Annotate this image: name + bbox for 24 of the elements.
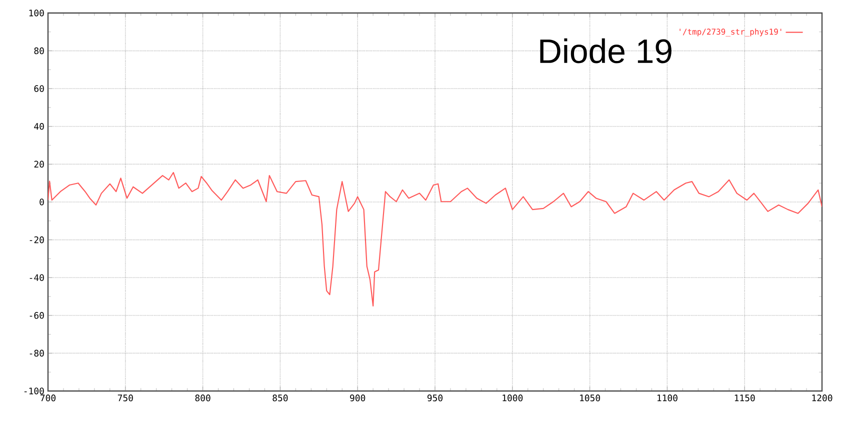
y-tick-label: 60	[34, 85, 44, 92]
x-tick-label: 1150	[734, 394, 755, 402]
annotation: Diode 19	[540, 38, 672, 64]
x-tick-label: 1200	[812, 394, 832, 402]
y-tick-label: 0	[40, 198, 44, 206]
y-tick-label: 100	[29, 10, 44, 16]
y-tick-label: -60	[30, 312, 44, 319]
y-tick-label: -80	[30, 350, 44, 357]
x-tick-label: 750	[118, 394, 133, 402]
x-tick-label: 850	[272, 394, 288, 402]
line-series	[48, 172, 822, 306]
x-tick-label: 1000	[502, 394, 523, 402]
y-tick-label: -100	[24, 388, 44, 394]
x-tick-label: 800	[195, 394, 210, 402]
y-tick-label: 40	[34, 123, 44, 130]
x-tick-label: 700	[40, 394, 56, 402]
x-tick-label: 1100	[657, 394, 678, 402]
x-tick-label: 950	[427, 394, 443, 402]
y-tick-label: -20	[30, 236, 44, 244]
y-tick-label: -40	[30, 274, 44, 281]
y-tick-label: 80	[34, 47, 44, 54]
x-tick-label: 900	[350, 394, 366, 402]
x-tick-label: 1050	[580, 394, 600, 402]
y-tick-label: 20	[34, 160, 44, 168]
